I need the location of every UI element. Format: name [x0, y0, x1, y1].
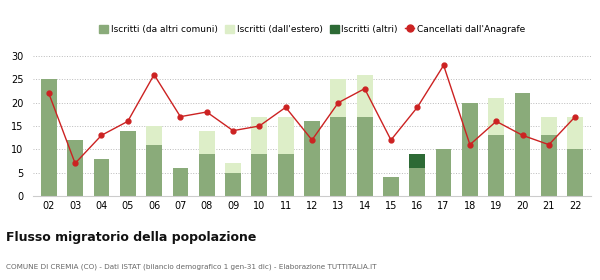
Bar: [251, 154, 267, 196]
Bar: [304, 121, 320, 196]
Bar: [67, 140, 83, 196]
Bar: [331, 79, 346, 117]
Text: COMUNE DI CREMIA (CO) - Dati ISTAT (bilancio demografico 1 gen-31 dic) - Elabora: COMUNE DI CREMIA (CO) - Dati ISTAT (bila…: [6, 263, 377, 270]
Bar: [488, 135, 504, 196]
Bar: [225, 173, 241, 196]
Bar: [436, 149, 451, 196]
Text: Flusso migratorio della popolazione: Flusso migratorio della popolazione: [6, 231, 256, 244]
Bar: [278, 117, 293, 154]
Bar: [568, 149, 583, 196]
Bar: [199, 154, 215, 196]
Bar: [383, 177, 399, 196]
Bar: [199, 131, 215, 154]
Bar: [488, 98, 504, 135]
Legend: Iscritti (da altri comuni), Iscritti (dall'estero), Iscritti (altri), Cancellati: Iscritti (da altri comuni), Iscritti (da…: [95, 21, 529, 38]
Bar: [94, 159, 109, 196]
Bar: [568, 117, 583, 149]
Bar: [278, 154, 293, 196]
Bar: [515, 93, 530, 196]
Bar: [541, 117, 557, 135]
Bar: [409, 154, 425, 168]
Bar: [409, 168, 425, 196]
Bar: [225, 163, 241, 173]
Bar: [146, 145, 162, 196]
Bar: [331, 117, 346, 196]
Bar: [41, 79, 56, 196]
Bar: [120, 131, 136, 196]
Bar: [146, 126, 162, 145]
Bar: [462, 103, 478, 196]
Bar: [357, 117, 373, 196]
Bar: [357, 75, 373, 117]
Bar: [173, 168, 188, 196]
Bar: [251, 117, 267, 154]
Bar: [541, 135, 557, 196]
